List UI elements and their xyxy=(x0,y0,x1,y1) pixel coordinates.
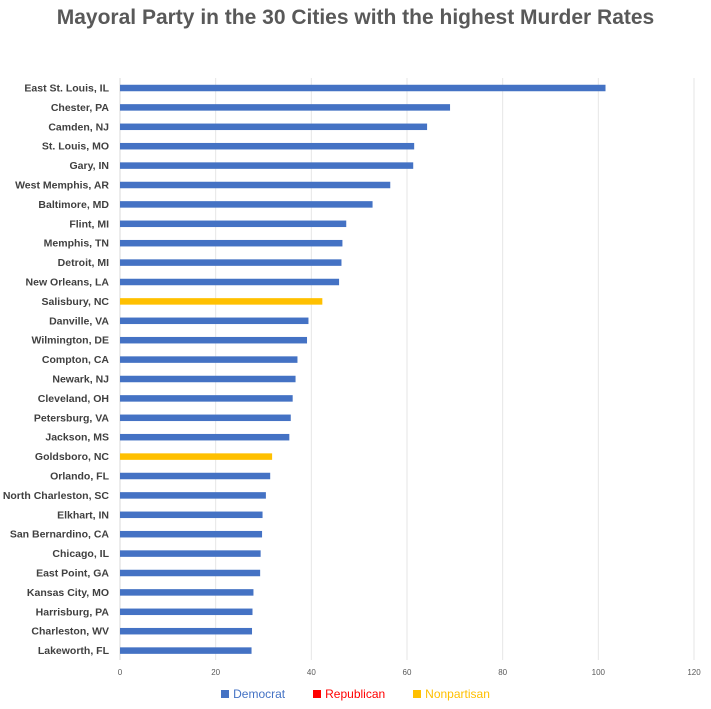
category-label: Elkhart, IN xyxy=(57,509,109,521)
category-label: North Charleston, SC xyxy=(3,490,110,502)
category-labels: East St. Louis, IL Chester, PA Camden, NJ S… xyxy=(3,83,110,658)
legend-label: Republican xyxy=(325,687,386,701)
bar xyxy=(120,181,391,189)
category-label: Wilmington, DE xyxy=(32,335,109,347)
category-label: East Point, GA xyxy=(36,568,109,580)
category-label: Danville, VA xyxy=(49,315,109,327)
category-label: Lakeworth, FL xyxy=(38,645,110,657)
bar xyxy=(120,375,296,383)
legend-item: Republican xyxy=(313,687,385,701)
legend-label: Democrat xyxy=(233,687,286,701)
category-label: Chicago, IL xyxy=(52,548,109,560)
x-tick-label: 80 xyxy=(498,668,507,677)
bar xyxy=(120,259,342,266)
category-label: Orlando, FL xyxy=(50,471,110,483)
legend: Democrat Republican Nonpartisan xyxy=(0,684,711,704)
bar xyxy=(120,142,415,150)
bar xyxy=(120,220,347,228)
x-tick-label: 20 xyxy=(211,668,220,677)
category-label: San Bernardino, CA xyxy=(10,529,110,541)
legend-item: Democrat xyxy=(221,687,285,701)
category-label: Charleston, WV xyxy=(31,626,109,638)
bar xyxy=(120,647,252,654)
category-label: Camden, NJ xyxy=(48,121,109,133)
bar xyxy=(120,414,291,422)
bar xyxy=(120,433,290,441)
x-tick-label: 40 xyxy=(307,668,316,677)
bar xyxy=(120,569,261,577)
bar xyxy=(120,395,293,402)
category-label: Detroit, MI xyxy=(58,257,109,269)
x-tick-labels: 0 20 40 60 80 100 120 xyxy=(118,668,701,677)
bar xyxy=(120,589,254,596)
bar xyxy=(120,530,263,538)
bar xyxy=(120,608,253,616)
category-label: Jackson, MS xyxy=(45,432,109,444)
category-label: Memphis, TN xyxy=(44,238,109,250)
bar xyxy=(120,201,373,208)
x-tick-label: 100 xyxy=(592,668,606,677)
bar xyxy=(120,162,414,169)
bar xyxy=(120,336,308,344)
category-label: Harrisburg, PA xyxy=(36,606,110,618)
category-label: East St. Louis, IL xyxy=(24,83,109,95)
category-label: Flint, MI xyxy=(69,218,109,230)
category-label: Cleveland, OH xyxy=(38,393,109,405)
bar xyxy=(120,356,298,363)
x-tick-label: 0 xyxy=(118,668,123,677)
bar xyxy=(120,453,273,460)
x-tick-label: 120 xyxy=(687,668,701,677)
category-label: Chester, PA xyxy=(51,102,110,114)
category-label: St. Louis, MO xyxy=(42,141,109,153)
category-label: Salisbury, NC xyxy=(42,296,110,308)
category-label: Goldsboro, NC xyxy=(35,451,109,463)
bar xyxy=(120,278,340,286)
category-label: Petersburg, VA xyxy=(34,412,109,424)
category-label: Baltimore, MD xyxy=(38,199,109,211)
legend-label: Nonpartisan xyxy=(425,687,490,701)
bar xyxy=(120,104,451,111)
bar xyxy=(120,84,606,92)
legend-swatch xyxy=(413,690,422,698)
chart-title: Mayoral Party in the 30 Cities with the … xyxy=(56,6,655,29)
category-label: West Memphis, AR xyxy=(15,180,109,192)
legend-swatch xyxy=(221,690,230,698)
bar xyxy=(120,492,266,499)
bar xyxy=(120,550,261,557)
bar xyxy=(120,298,323,305)
gridlines xyxy=(119,78,695,660)
bar xyxy=(120,123,428,131)
category-label: Compton, CA xyxy=(42,354,109,366)
legend-swatch xyxy=(313,690,322,698)
category-label: Kansas City, MO xyxy=(27,587,109,599)
bar xyxy=(120,511,263,519)
bar xyxy=(120,317,309,325)
bars xyxy=(120,84,606,654)
x-tick-label: 60 xyxy=(403,668,412,677)
category-label: Newark, NJ xyxy=(52,374,109,386)
category-label: New Orleans, LA xyxy=(26,277,110,289)
bar xyxy=(120,627,253,635)
legend-item: Nonpartisan xyxy=(413,687,490,701)
bar xyxy=(120,239,343,247)
bar xyxy=(120,472,271,480)
category-label: Gary, IN xyxy=(70,160,110,172)
